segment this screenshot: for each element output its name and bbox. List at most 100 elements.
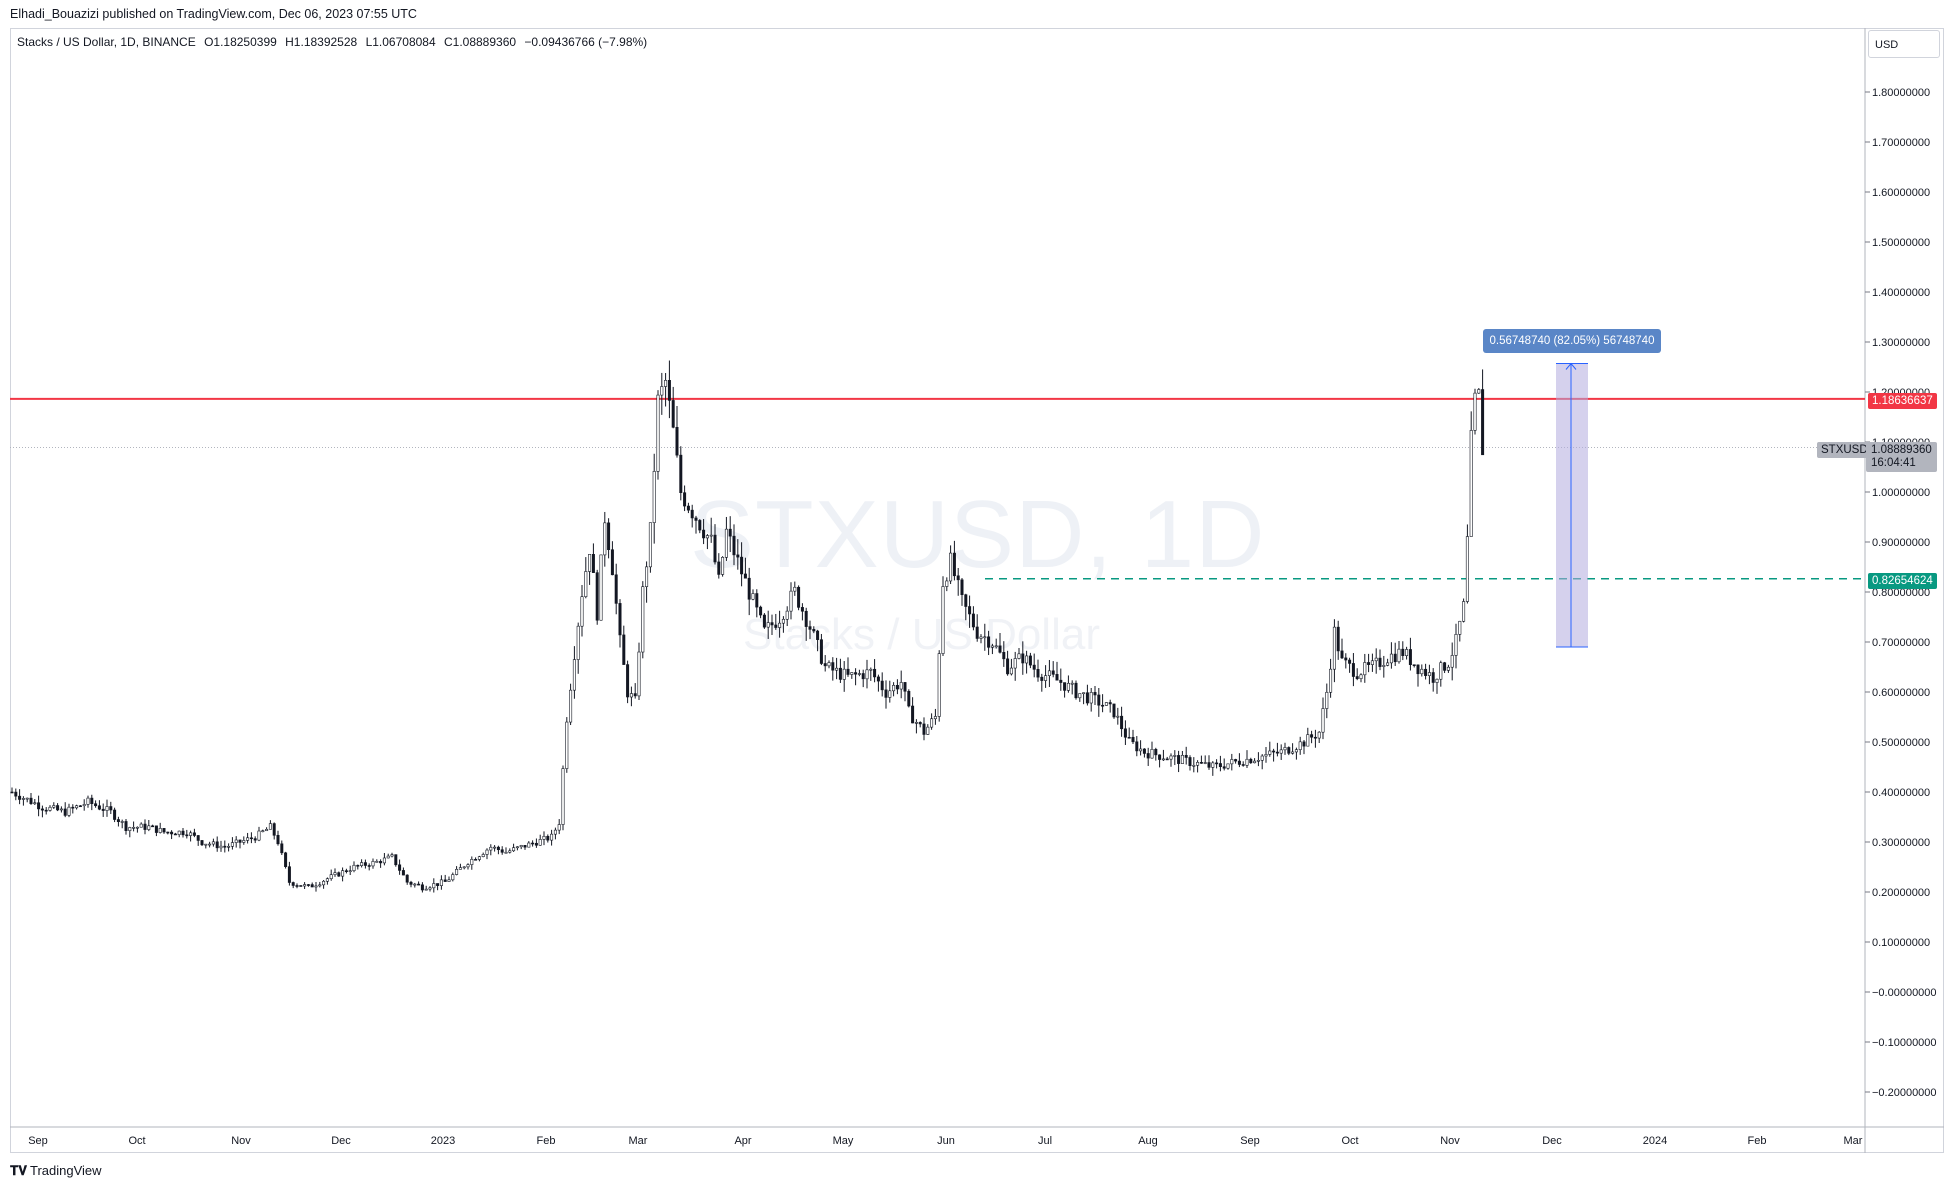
candle-body (409, 881, 413, 885)
candle-body (588, 554, 592, 572)
candle-body (1412, 664, 1416, 666)
legend-title: Stacks / US Dollar, 1D, BINANCE (17, 35, 196, 49)
candle-body (751, 593, 755, 600)
candle-body (721, 557, 725, 575)
candle-body (1355, 676, 1359, 679)
candle-body (337, 872, 341, 877)
candle-body (295, 885, 299, 887)
candle-body (895, 685, 899, 690)
candle-body (90, 797, 94, 805)
candle-body (329, 874, 333, 880)
y-tick-label: 0.80000000 (1872, 587, 1930, 599)
candle-body (816, 630, 820, 640)
candle-body (1272, 750, 1276, 753)
tradingview-logo[interactable]: 𝐓𝐕 TradingView (10, 1163, 102, 1179)
candle-body (1017, 653, 1021, 659)
candle-body (975, 626, 979, 639)
candle-body (527, 842, 531, 848)
candle-body (1329, 668, 1333, 693)
candle-body (964, 594, 968, 607)
candle-body (1097, 694, 1101, 706)
chart-frame[interactable] (10, 28, 1944, 1153)
candle-body (1101, 704, 1105, 707)
candle-body (1215, 762, 1219, 765)
y-tick-label: −0.10000000 (1872, 1037, 1937, 1049)
candle-body (979, 636, 983, 639)
candle-body (941, 586, 945, 654)
candle-body (1070, 682, 1074, 685)
candle-body (420, 884, 424, 891)
candle-body (686, 505, 690, 511)
candle-body (120, 821, 124, 823)
candle-body (1211, 762, 1215, 768)
currency-selector[interactable]: USD (1868, 30, 1940, 58)
candle-body (1002, 652, 1006, 660)
x-tick-label: Oct (1341, 1135, 1358, 1147)
candle-body (835, 667, 839, 671)
candle-body (952, 552, 956, 577)
candle-body (736, 554, 740, 558)
candle-body (1025, 655, 1029, 664)
candle-body (1218, 763, 1222, 767)
candle-body (59, 808, 63, 811)
candle-body (1291, 751, 1295, 754)
candle-body (162, 828, 166, 833)
candle-body (1051, 670, 1055, 675)
candle-body (713, 534, 717, 563)
candle-body (1199, 762, 1203, 764)
candle-body (363, 862, 367, 866)
candle-body (1374, 657, 1378, 662)
symbol-legend[interactable]: Stacks / US Dollar, 1D, BINANCE O1.18250… (17, 35, 652, 49)
candle-body (565, 721, 569, 769)
candle-body (1245, 758, 1249, 766)
candle-body (500, 849, 504, 853)
candle-body (683, 492, 687, 507)
candle-body (447, 879, 451, 882)
candle-body (983, 636, 987, 639)
candle-body (781, 618, 785, 624)
candle-body (580, 596, 584, 627)
x-tick-label: 2023 (431, 1135, 455, 1147)
candle-body (230, 842, 234, 847)
candle-body (170, 831, 174, 835)
measure-range-box[interactable] (1556, 363, 1588, 648)
candle-body (1249, 758, 1253, 764)
measure-label: 0.56748740 (82.05%) 56748740 (1483, 329, 1661, 353)
candle-body (770, 622, 774, 626)
candle-body (371, 861, 375, 867)
candle-body (1036, 669, 1040, 678)
candle-body (477, 856, 481, 860)
last-price-value: 1.08889360 (1871, 444, 1932, 456)
candle-body (1454, 634, 1458, 656)
candle-body (656, 394, 660, 472)
candle-body (576, 625, 580, 660)
tradingview-logo-text: TradingView (30, 1163, 102, 1178)
candle-body (823, 663, 827, 667)
candle-body (360, 862, 364, 866)
candle-body (998, 645, 1002, 653)
candle-body (158, 828, 162, 833)
candle-body (1268, 750, 1272, 755)
candle-body (455, 869, 459, 875)
candle-body (990, 645, 994, 648)
candle-body (147, 825, 151, 830)
candle-body (181, 830, 185, 836)
candle-body (284, 852, 288, 867)
candle-body (1469, 430, 1473, 537)
candle-body (143, 823, 147, 830)
candle-body (1120, 715, 1124, 730)
x-tick-label: Dec (1542, 1135, 1562, 1147)
candle-body (173, 833, 177, 836)
candle-body (971, 613, 975, 628)
candle-body (261, 830, 265, 833)
candle-body (607, 522, 611, 551)
candle-body (432, 883, 436, 889)
candle-body (1431, 672, 1435, 683)
candle-body (645, 566, 649, 587)
candle-body (474, 859, 478, 861)
candle-body (880, 680, 884, 691)
candle-body (1443, 662, 1447, 671)
bar-countdown: 16:04:41 (1871, 457, 1916, 469)
x-tick-label: Oct (128, 1135, 145, 1147)
